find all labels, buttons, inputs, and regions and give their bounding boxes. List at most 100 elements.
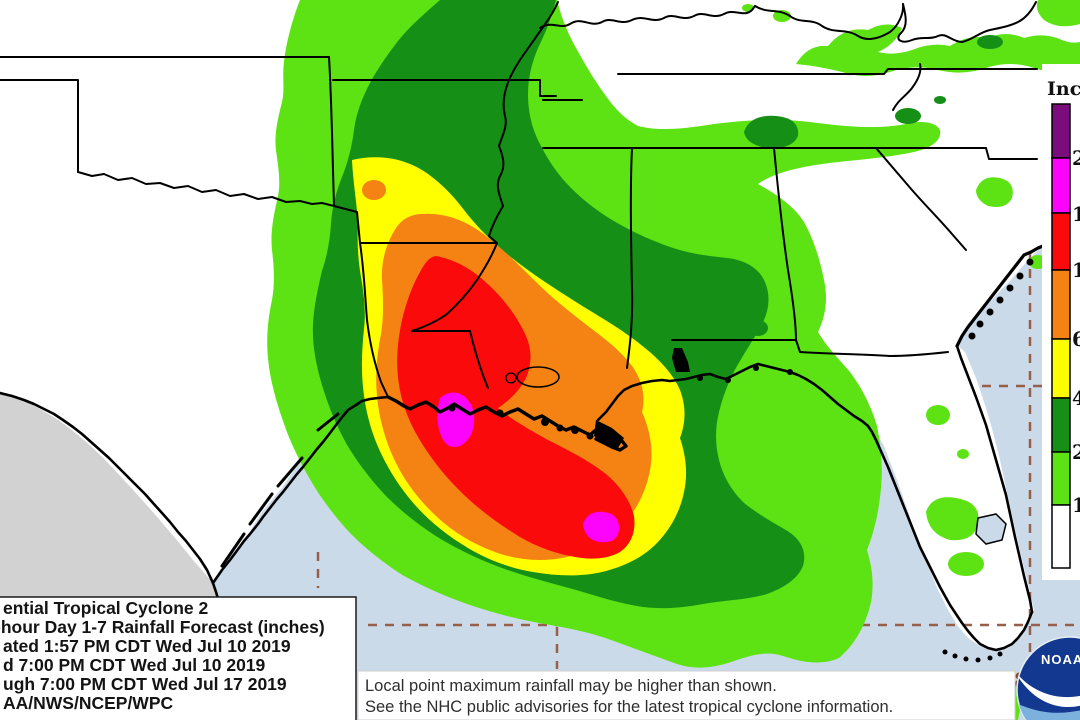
river-ohio-top: [539, 5, 756, 29]
disclaimer-line-2: See the NHC public advisories for the la…: [365, 698, 893, 716]
florida-keys: [942, 649, 948, 655]
florida-keys: [997, 651, 1003, 657]
legend-label-15: 15: [1072, 202, 1080, 226]
rainfall-region-2in-spot: [748, 320, 768, 336]
border-al-ga: [773, 147, 797, 341]
state-borders-and-rivers: [0, 1, 1045, 720]
rainfall-region-1in-fl-spot: [957, 449, 969, 459]
mississippi-delta: [594, 420, 624, 448]
title-line-4: d 7:00 PM CDT Wed Jul 10 2019: [3, 655, 266, 675]
legend-label-4: 4: [1072, 386, 1080, 410]
lakes: [505, 366, 1007, 545]
rainfall-region-2in-tn-blob: [744, 115, 799, 149]
florida-keys: [963, 656, 969, 662]
title-line-2: -hour Day 1-7 Rainfall Forecast (inches): [0, 617, 325, 637]
border-ky-tn-va-nc: [617, 68, 1038, 75]
river-mississippi-lower: [411, 242, 498, 332]
rainfall-region-1in-fl-spot: [948, 552, 984, 576]
coastal-marsh-features: [448, 258, 1034, 663]
rainfall-region-2in-spot: [895, 108, 921, 124]
legend-label-10: 10: [1072, 258, 1080, 282]
ga-marsh-blob: [1006, 284, 1014, 292]
florida-keys: [975, 657, 981, 663]
ga-marsh-blob: [968, 332, 976, 340]
panhandle-bay-blob: [787, 369, 793, 375]
noaa-logo-text: NOAA: [1041, 652, 1080, 667]
legend-swatch-4in: [1051, 338, 1071, 399]
florida-keys: [952, 653, 958, 659]
legend-swatch-0in: [1051, 504, 1071, 569]
border-red-river: [77, 171, 335, 207]
border-rio-grande: [0, 391, 215, 585]
lake-pontchartrain: [516, 366, 560, 388]
river-new-river: [892, 63, 922, 111]
title-line-5: ugh 7:00 PM CDT Wed Jul 17 2019: [3, 674, 287, 694]
ga-marsh-blob: [996, 296, 1004, 304]
river-pearl: [469, 330, 489, 389]
disclaimer-box: Local point maximum rainfall may be high…: [357, 670, 1016, 720]
legend-swatch-1in: [1051, 451, 1071, 506]
rainfall-region-1in-sc-patch: [976, 177, 1013, 207]
coastline-texas: [211, 395, 390, 585]
rainfall-region-1in-fl-spot: [926, 405, 950, 425]
ga-marsh-blob: [976, 320, 984, 328]
river-mississippi-upper: [488, 1, 559, 244]
rainfall-region-15in-spot-east: [583, 511, 620, 543]
legend-swatch-10in: [1051, 212, 1071, 271]
rainfall-region-1in-fl-patch: [926, 497, 979, 541]
rainfall-region-1in-corner-patch: [1036, 0, 1080, 27]
marsh-blob: [571, 426, 579, 434]
rainfall-region-6in-arkansas-spot: [362, 180, 386, 200]
rainfall-region-1in-northeast-band: [796, 24, 1080, 77]
legend-swatch-6in: [1051, 269, 1071, 340]
border-ok-panhandle: [0, 79, 79, 173]
border-tn-ms-al: [542, 147, 1038, 160]
ga-marsh-blob: [986, 308, 994, 316]
border-mo-ar: [332, 79, 557, 97]
border-sabine-tx-la: [359, 242, 389, 398]
rainfall-region-2in-spot: [977, 35, 1003, 49]
legend-label-6: 6: [1072, 327, 1080, 351]
panhandle-bay-blob: [753, 365, 759, 371]
border-fl-ga: [799, 351, 949, 357]
border-wv-va-lobe: [897, 1, 1037, 43]
disclaimer-line-1: Local point maximum rainfall may be high…: [365, 677, 777, 695]
legend-swatch-2in: [1051, 397, 1071, 453]
coastline-florida-east: [955, 344, 1034, 614]
legend: Inc 20 15 10 6 4 2 1: [1042, 64, 1080, 580]
coastline-mississippi-sound: [596, 362, 870, 428]
border-ms-al: [626, 147, 634, 369]
ga-marsh-blob: [1016, 272, 1024, 280]
marsh-blob: [496, 409, 504, 417]
title-line-3: ated 1:57 PM CDT Wed Jul 10 2019: [3, 636, 291, 656]
lake-maurepas: [505, 372, 517, 384]
title-line-6: AA/NWS/NCEP/WPC: [3, 693, 174, 713]
legend-label-1: 1: [1072, 493, 1080, 517]
legend-label-20: 20: [1072, 146, 1080, 170]
noaa-logo: NOAA: [1016, 636, 1080, 720]
border-al-fl: [671, 339, 801, 353]
marsh-blob: [448, 404, 456, 412]
coastline-georgia: [955, 244, 1045, 348]
river-top-right: [754, 3, 905, 40]
ga-marsh-blob: [1026, 258, 1034, 266]
marsh-blob: [541, 418, 549, 426]
legend-label-2: 2: [1072, 440, 1080, 464]
marsh-blob: [586, 432, 594, 440]
florida-keys: [987, 655, 993, 661]
legend-header: Inc: [1047, 78, 1080, 100]
title-box: ential Tropical Cyclone 2 -hour Day 1-7 …: [0, 596, 357, 720]
rainfall-region-15in-spot-west: [437, 392, 475, 447]
panhandle-bay-blob: [725, 377, 731, 383]
title-box-background: [0, 596, 357, 720]
rainfall-region-1in-spot: [773, 10, 791, 22]
border-tx-ar-corner: [333, 205, 361, 244]
barrier-islands-texas: [220, 412, 340, 568]
noaa-logo-gull-icon: [1017, 670, 1080, 708]
mobile-bay: [672, 348, 690, 372]
legend-swatch-15in: [1051, 157, 1071, 214]
rainfall-region-2in-spot: [934, 96, 946, 104]
panhandle-bay-blob: [697, 375, 703, 381]
